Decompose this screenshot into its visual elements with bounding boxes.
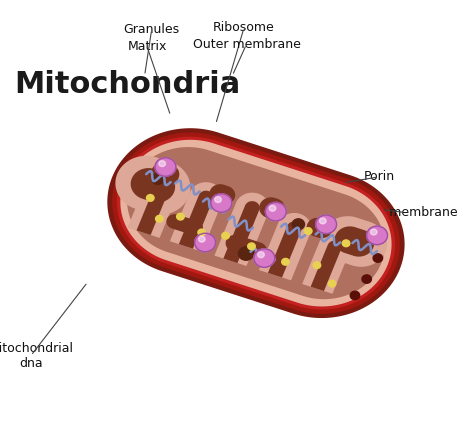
Text: Matrix: Matrix xyxy=(127,40,167,53)
Polygon shape xyxy=(302,233,351,294)
Polygon shape xyxy=(268,221,302,277)
Text: Porin: Porin xyxy=(364,171,395,183)
Circle shape xyxy=(215,197,221,203)
Circle shape xyxy=(211,194,232,212)
Polygon shape xyxy=(223,201,260,263)
Text: Outer membrane: Outer membrane xyxy=(192,38,301,51)
Polygon shape xyxy=(151,163,179,185)
Circle shape xyxy=(373,254,383,262)
Polygon shape xyxy=(166,214,203,235)
Circle shape xyxy=(265,203,286,221)
Circle shape xyxy=(195,233,216,252)
Circle shape xyxy=(254,249,275,267)
Circle shape xyxy=(328,280,336,287)
Text: Mitochondria: Mitochondria xyxy=(14,70,240,99)
Circle shape xyxy=(269,205,276,211)
Circle shape xyxy=(350,291,360,300)
Text: Granules: Granules xyxy=(124,23,180,36)
Polygon shape xyxy=(117,137,395,309)
Polygon shape xyxy=(179,191,213,249)
Circle shape xyxy=(177,213,184,220)
Circle shape xyxy=(152,173,164,184)
Text: Inner membrane: Inner membrane xyxy=(353,206,457,219)
Circle shape xyxy=(155,216,163,222)
Polygon shape xyxy=(310,241,342,291)
Circle shape xyxy=(292,219,304,230)
Circle shape xyxy=(366,226,387,245)
Circle shape xyxy=(304,228,312,234)
Circle shape xyxy=(198,229,206,236)
Circle shape xyxy=(155,158,176,176)
Polygon shape xyxy=(214,193,269,266)
Polygon shape xyxy=(127,147,385,299)
Polygon shape xyxy=(107,128,405,318)
Polygon shape xyxy=(259,197,285,219)
Circle shape xyxy=(146,195,154,201)
Circle shape xyxy=(248,243,255,250)
Circle shape xyxy=(316,215,337,234)
Circle shape xyxy=(319,218,326,224)
Polygon shape xyxy=(120,140,392,306)
Polygon shape xyxy=(131,168,175,203)
Circle shape xyxy=(238,247,254,260)
Circle shape xyxy=(362,275,372,283)
Circle shape xyxy=(222,232,229,239)
Polygon shape xyxy=(137,183,169,235)
Polygon shape xyxy=(322,216,387,267)
Circle shape xyxy=(342,240,350,247)
Polygon shape xyxy=(170,182,223,252)
Polygon shape xyxy=(307,218,332,238)
Polygon shape xyxy=(112,133,400,314)
Circle shape xyxy=(313,262,321,269)
Polygon shape xyxy=(210,184,235,205)
Circle shape xyxy=(199,236,205,242)
Polygon shape xyxy=(116,156,191,215)
Polygon shape xyxy=(335,226,374,257)
Text: Ribosome: Ribosome xyxy=(213,21,275,34)
Polygon shape xyxy=(128,174,178,238)
Circle shape xyxy=(159,161,165,167)
Circle shape xyxy=(370,229,377,235)
Polygon shape xyxy=(259,213,311,280)
Circle shape xyxy=(282,258,289,265)
Polygon shape xyxy=(226,235,267,259)
Circle shape xyxy=(258,252,264,258)
Polygon shape xyxy=(348,232,371,250)
Text: Mitochondrial
dna: Mitochondrial dna xyxy=(0,342,73,370)
